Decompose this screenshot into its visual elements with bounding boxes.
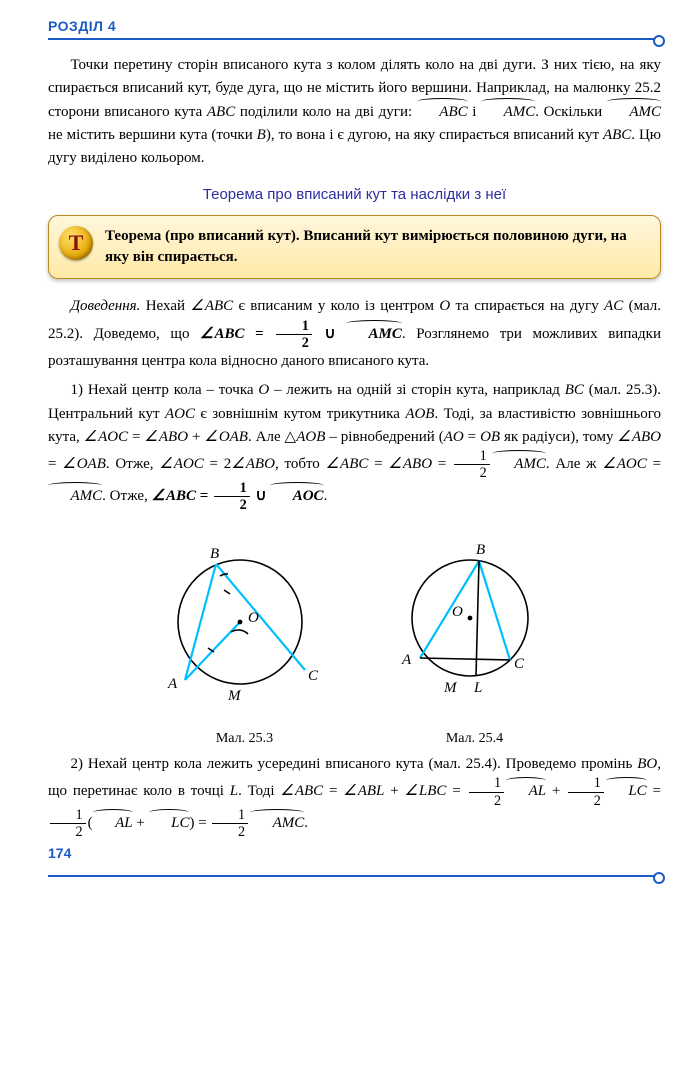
subheading: Теорема про вписаний кут та наслідки з н… — [48, 186, 661, 203]
svg-text:O: O — [248, 610, 259, 626]
svg-text:A: A — [167, 676, 178, 692]
svg-text:M: M — [227, 688, 242, 704]
svg-text:C: C — [514, 656, 525, 672]
paragraph-case2: 2) Нехай центр кола лежить усередині впи… — [48, 753, 661, 839]
svg-text:B: B — [476, 542, 485, 558]
figure-25-3-caption: Мал. 25.3 — [150, 731, 340, 747]
svg-text:M: M — [443, 680, 458, 696]
svg-text:C: C — [308, 668, 319, 684]
paragraph-proof-intro: Доведення. Нехай ABC є вписаним у коло і… — [48, 295, 661, 373]
theorem-box: Т Теорема (про вписаний кут). Вписаний к… — [48, 215, 661, 279]
figure-25-4-svg: B O A M L C — [390, 530, 560, 720]
paragraph-intro: Точки перетину сторін вписаного кута з к… — [48, 54, 661, 170]
svg-text:A: A — [401, 652, 412, 668]
theorem-badge-icon: Т — [59, 226, 93, 260]
figures-row: B O A M C Мал. 25.3 B O A M L C — [48, 530, 661, 747]
footer-rule — [48, 875, 661, 877]
figure-25-4: B O A M L C Мал. 25.4 — [390, 530, 560, 747]
section-header: РОЗДІЛ 4 — [48, 18, 661, 34]
figure-25-3: B O A M C Мал. 25.3 — [150, 530, 340, 747]
svg-text:O: O — [452, 604, 463, 620]
svg-text:L: L — [473, 680, 482, 696]
page-number: 174 — [48, 845, 661, 861]
figure-25-3-svg: B O A M C — [150, 530, 340, 720]
svg-text:B: B — [210, 546, 219, 562]
figure-25-4-caption: Мал. 25.4 — [390, 731, 560, 747]
theorem-text: Теорема (про вписаний кут). Вписаний кут… — [105, 226, 644, 268]
header-rule — [48, 38, 661, 40]
paragraph-case1: 1) Нехай центр кола – точка O – лежить н… — [48, 379, 661, 512]
